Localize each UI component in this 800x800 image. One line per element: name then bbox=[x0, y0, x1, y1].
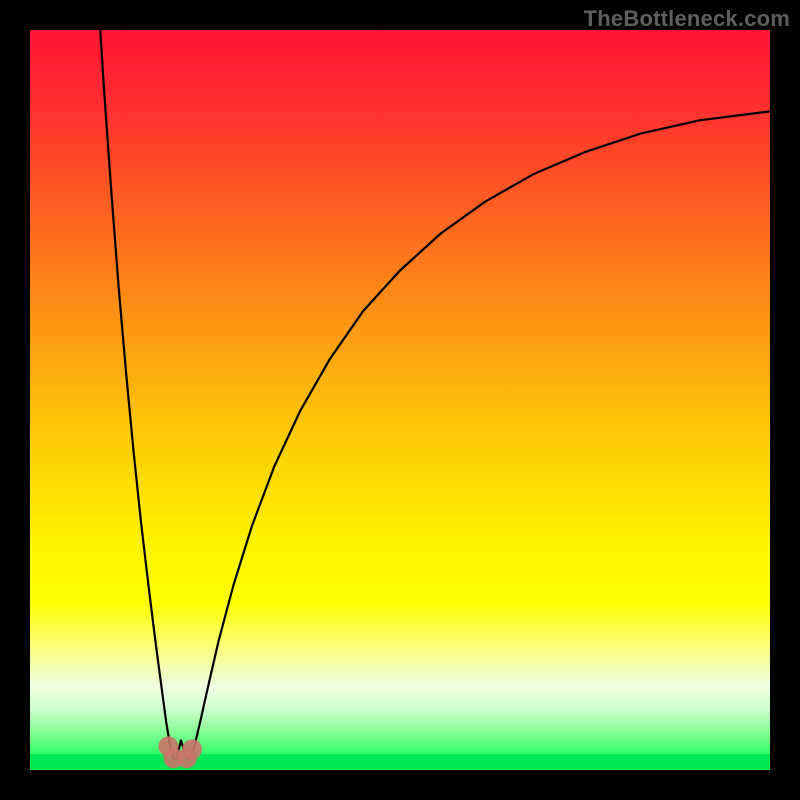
curve-segment bbox=[100, 30, 173, 757]
plot-area bbox=[30, 30, 770, 770]
chart-container: TheBottleneck.com bbox=[0, 0, 800, 800]
dip-marker bbox=[182, 739, 202, 759]
curve-segment bbox=[195, 111, 770, 743]
bottleneck-curve bbox=[30, 30, 770, 770]
watermark-text: TheBottleneck.com bbox=[584, 6, 790, 32]
